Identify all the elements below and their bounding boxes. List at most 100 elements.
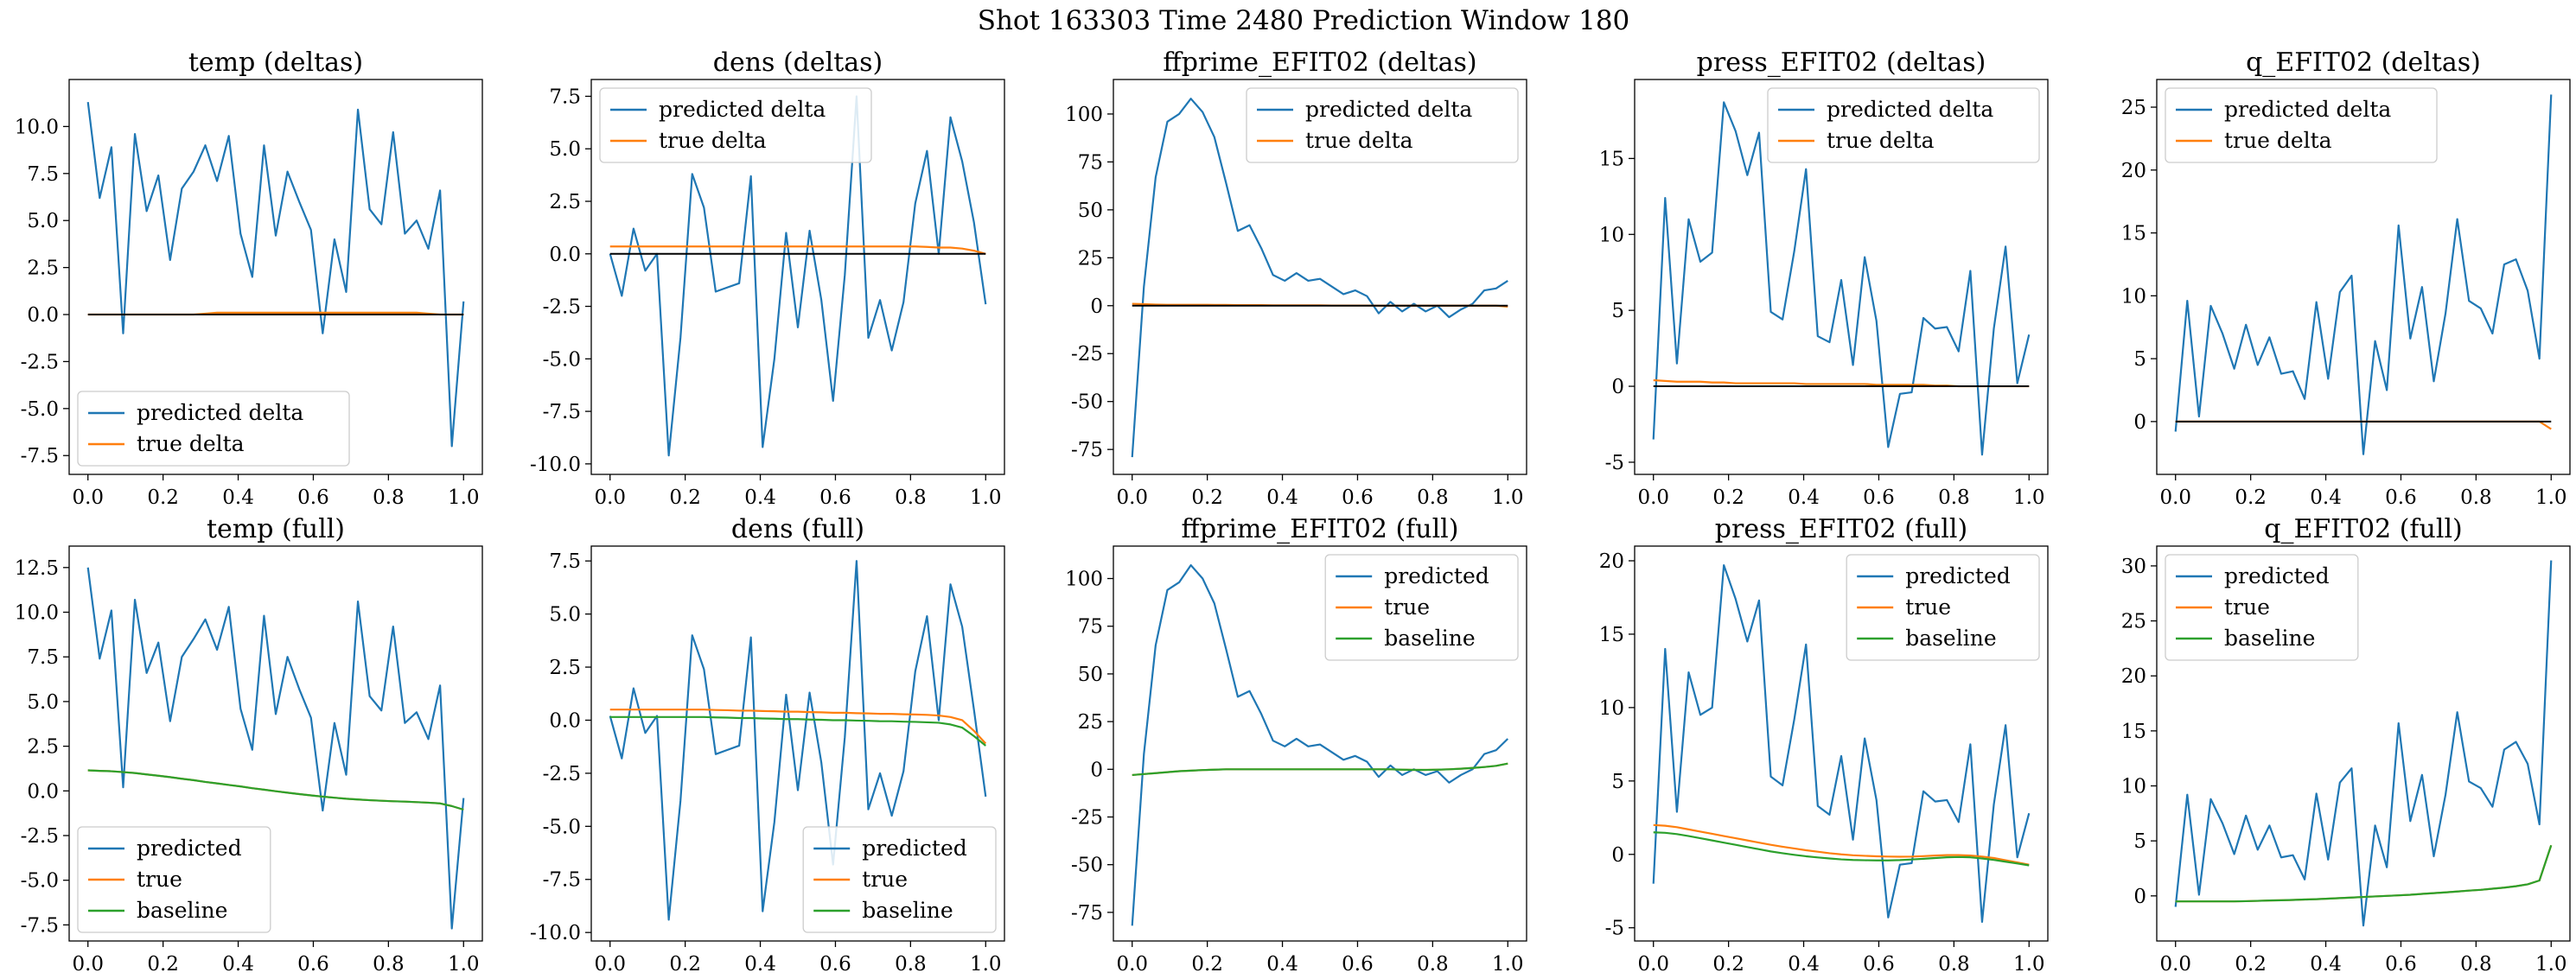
subplot-title: press_EFIT02 (deltas) bbox=[1697, 48, 1986, 78]
legend: predicted delta true delta bbox=[1767, 87, 2040, 163]
x-tick-label: 0.0 bbox=[1116, 953, 1148, 976]
legend-label: true bbox=[1384, 594, 1430, 620]
legend: predicted true baseline bbox=[77, 826, 271, 933]
y-tick-label: 0 bbox=[1090, 759, 1103, 781]
series-line-baseline bbox=[1132, 762, 1508, 777]
legend-box bbox=[2165, 87, 2438, 163]
x-tick-label: 0.4 bbox=[744, 486, 776, 509]
subplot-title: q_EFIT02 (deltas) bbox=[2246, 48, 2481, 78]
y-tick-label: 15 bbox=[2121, 223, 2146, 245]
subplot-title: ffprime_EFIT02 (deltas) bbox=[1163, 48, 1476, 78]
legend-box bbox=[2165, 554, 2359, 661]
legend-label: true delta bbox=[1305, 128, 1413, 153]
y-tick-label: 2.5 bbox=[549, 657, 581, 679]
legend: predicted true baseline bbox=[1324, 554, 1519, 661]
x-tick-label: 0.6 bbox=[297, 486, 329, 509]
legend-label: predicted delta bbox=[2224, 97, 2391, 122]
x-tick-label: 0.2 bbox=[1191, 953, 1223, 976]
y-tick-label: -7.5 bbox=[21, 445, 59, 467]
x-tick-label: 0.2 bbox=[2235, 486, 2267, 509]
y-tick-label: 0 bbox=[2133, 886, 2146, 908]
x-tick-label: 0.6 bbox=[1863, 953, 1895, 976]
x-tick-label: 0.8 bbox=[1417, 486, 1449, 509]
x-tick-label: 0.4 bbox=[1266, 953, 1298, 976]
axes-frame bbox=[1634, 79, 2049, 475]
x-tick-label: 0.8 bbox=[1417, 953, 1449, 976]
series-line-baseline bbox=[1653, 831, 2030, 867]
y-tick-label: 10 bbox=[2121, 776, 2146, 798]
series-line-baseline bbox=[609, 715, 986, 747]
y-tick-label: -7.5 bbox=[543, 401, 581, 423]
legend-label: predicted delta bbox=[1827, 97, 1993, 122]
series-line-true bbox=[2175, 420, 2552, 430]
legend-label: predicted delta bbox=[1305, 97, 1472, 122]
subplot: q_EFIT02 (deltas) 0.0 0.2 0.4 0.6 0.8 1.0 0 5 10 1… bbox=[2121, 48, 2571, 509]
figure-suptitle: Shot 163303 Time 2480 Prediction Window … bbox=[978, 5, 1630, 36]
y-tick-label: 100 bbox=[1065, 104, 1103, 126]
y-tick-label: 0.0 bbox=[549, 709, 581, 732]
y-tick-label: -10.0 bbox=[530, 922, 581, 944]
y-tick-label: 12.5 bbox=[15, 557, 59, 580]
subplot: press_EFIT02 (full) 0.0 0.2 0.4 0.6 0.8 1.0 -5 0… bbox=[1599, 514, 2049, 976]
legend-box bbox=[77, 826, 271, 933]
y-tick-label: 15 bbox=[1599, 624, 1624, 646]
y-tick-label: 10 bbox=[1599, 224, 1624, 246]
plot-area bbox=[86, 567, 465, 930]
axes-frame bbox=[1634, 545, 2049, 942]
x-tick-label: 0.6 bbox=[1342, 486, 1374, 509]
x-tick-label: 0.2 bbox=[1712, 486, 1744, 509]
legend-label: true delta bbox=[1827, 128, 1935, 153]
subplot: ffprime_EFIT02 (full) 0.0 0.2 0.4 0.6 0.8 1.0 -… bbox=[1065, 514, 1527, 976]
axes-frame bbox=[68, 79, 483, 475]
subplot-title: q_EFIT02 (full) bbox=[2264, 514, 2463, 544]
y-tick-label: 25 bbox=[1078, 711, 1103, 734]
y-tick-label: 2.5 bbox=[27, 257, 59, 280]
series-line-true bbox=[1653, 378, 2030, 388]
x-tick-label: 1.0 bbox=[2535, 486, 2567, 509]
legend: predicted true baseline bbox=[1846, 554, 2040, 661]
y-tick-label: 0 bbox=[1611, 844, 1624, 867]
x-tick-label: 0.6 bbox=[297, 953, 329, 976]
x-tick-label: 0.6 bbox=[2385, 486, 2417, 509]
subplot: press_EFIT02 (deltas) 0.0 0.2 0.4 0.6 0.8 1.0 -… bbox=[1599, 48, 2049, 509]
legend-label: baseline bbox=[137, 898, 227, 923]
x-tick-label: 0.0 bbox=[594, 953, 626, 976]
x-tick-label: 0.6 bbox=[1863, 486, 1895, 509]
y-tick-label: 10.0 bbox=[15, 116, 59, 138]
x-tick-label: 0.6 bbox=[819, 486, 851, 509]
subplot: dens (deltas) 0.0 0.2 0.4 0.6 0.8 1.0 -10.0 -7.5… bbox=[530, 48, 1005, 509]
y-tick-label: 20 bbox=[1599, 550, 1624, 573]
series-line-true bbox=[87, 769, 464, 811]
x-tick-label: 0.4 bbox=[1266, 486, 1298, 509]
series-line-predicted bbox=[1652, 563, 2031, 924]
legend-box bbox=[802, 826, 997, 933]
legend-label: predicted delta bbox=[659, 97, 826, 122]
x-tick-label: 0.4 bbox=[1788, 953, 1820, 976]
axes-frame bbox=[1113, 545, 1527, 942]
legend-label: true bbox=[137, 867, 182, 892]
y-tick-label: 10 bbox=[2121, 285, 2146, 308]
series-line-true bbox=[609, 709, 987, 745]
y-tick-label: 5.0 bbox=[549, 604, 581, 626]
plot-area bbox=[2174, 560, 2553, 927]
series-line-predicted bbox=[2174, 560, 2553, 927]
y-tick-label: -50 bbox=[1071, 391, 1103, 414]
x-tick-label: 0.6 bbox=[2385, 953, 2417, 976]
x-tick-label: 1.0 bbox=[970, 953, 1002, 976]
legend-box bbox=[77, 391, 350, 467]
y-tick-label: 0 bbox=[1090, 296, 1103, 318]
series-line-predicted bbox=[1131, 98, 1508, 458]
y-tick-label: 0 bbox=[1611, 376, 1624, 398]
series-line-predicted bbox=[86, 101, 465, 448]
series-line-predicted bbox=[609, 560, 987, 921]
y-tick-label: 5 bbox=[2133, 830, 2146, 853]
x-tick-label: 0.0 bbox=[1116, 486, 1148, 509]
y-tick-label: 5.0 bbox=[549, 138, 581, 161]
y-tick-label: 20 bbox=[2121, 160, 2146, 182]
x-tick-label: 0.4 bbox=[222, 486, 254, 509]
x-tick-label: 0.8 bbox=[373, 953, 405, 976]
subplot-grid: temp (deltas) 0.0 0.2 0.4 0.6 0.8 1.0 -7.5 -5.0 -… bbox=[15, 48, 2571, 976]
y-tick-label: -10.0 bbox=[530, 454, 581, 476]
y-tick-label: 0.0 bbox=[27, 304, 59, 327]
axes-frame bbox=[2156, 545, 2571, 942]
